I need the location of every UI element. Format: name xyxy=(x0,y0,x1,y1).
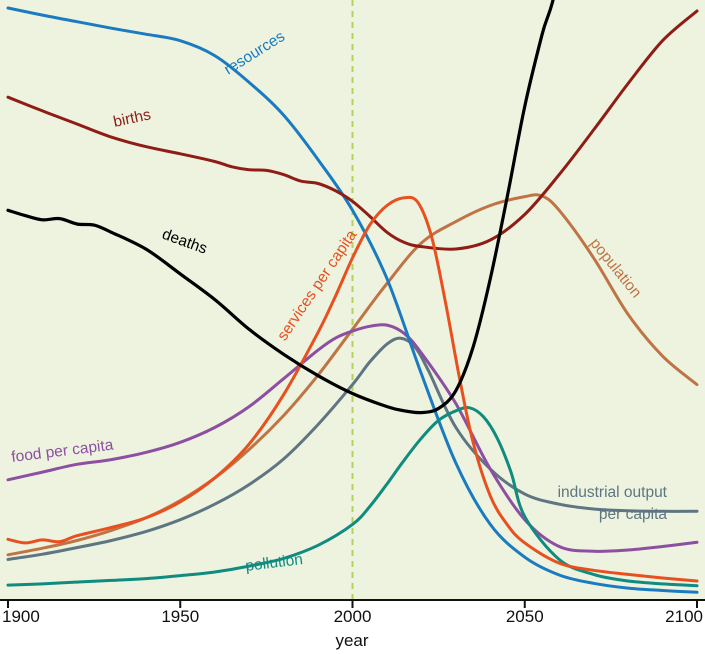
series-label-industrial-output-line1: industrial output xyxy=(558,484,668,501)
series-line-pollution xyxy=(6,406,699,588)
series-lines-group xyxy=(6,0,699,594)
series-line-services-per-capita xyxy=(6,195,699,583)
x-axis-group: 1900 1950 2000 2050 2100 xyxy=(0,599,705,626)
x-tick-label: 1900 xyxy=(2,607,40,626)
series-line-resources xyxy=(6,6,699,594)
series-line-food-per-capita xyxy=(6,323,699,553)
series-line-industrial-output-per-capita xyxy=(6,336,699,561)
x-axis-title: year xyxy=(335,631,368,650)
series-line-births xyxy=(6,9,699,251)
series-label-pollution: pollution xyxy=(244,551,303,575)
x-tick-label: 1950 xyxy=(161,607,199,626)
series-label-industrial-output-line2: per capita xyxy=(599,506,667,523)
x-tick-label: 2050 xyxy=(506,607,544,626)
x-tick-label: 2100 xyxy=(665,607,703,626)
series-line-deaths xyxy=(6,0,555,415)
x-tick-label: 2000 xyxy=(334,607,372,626)
